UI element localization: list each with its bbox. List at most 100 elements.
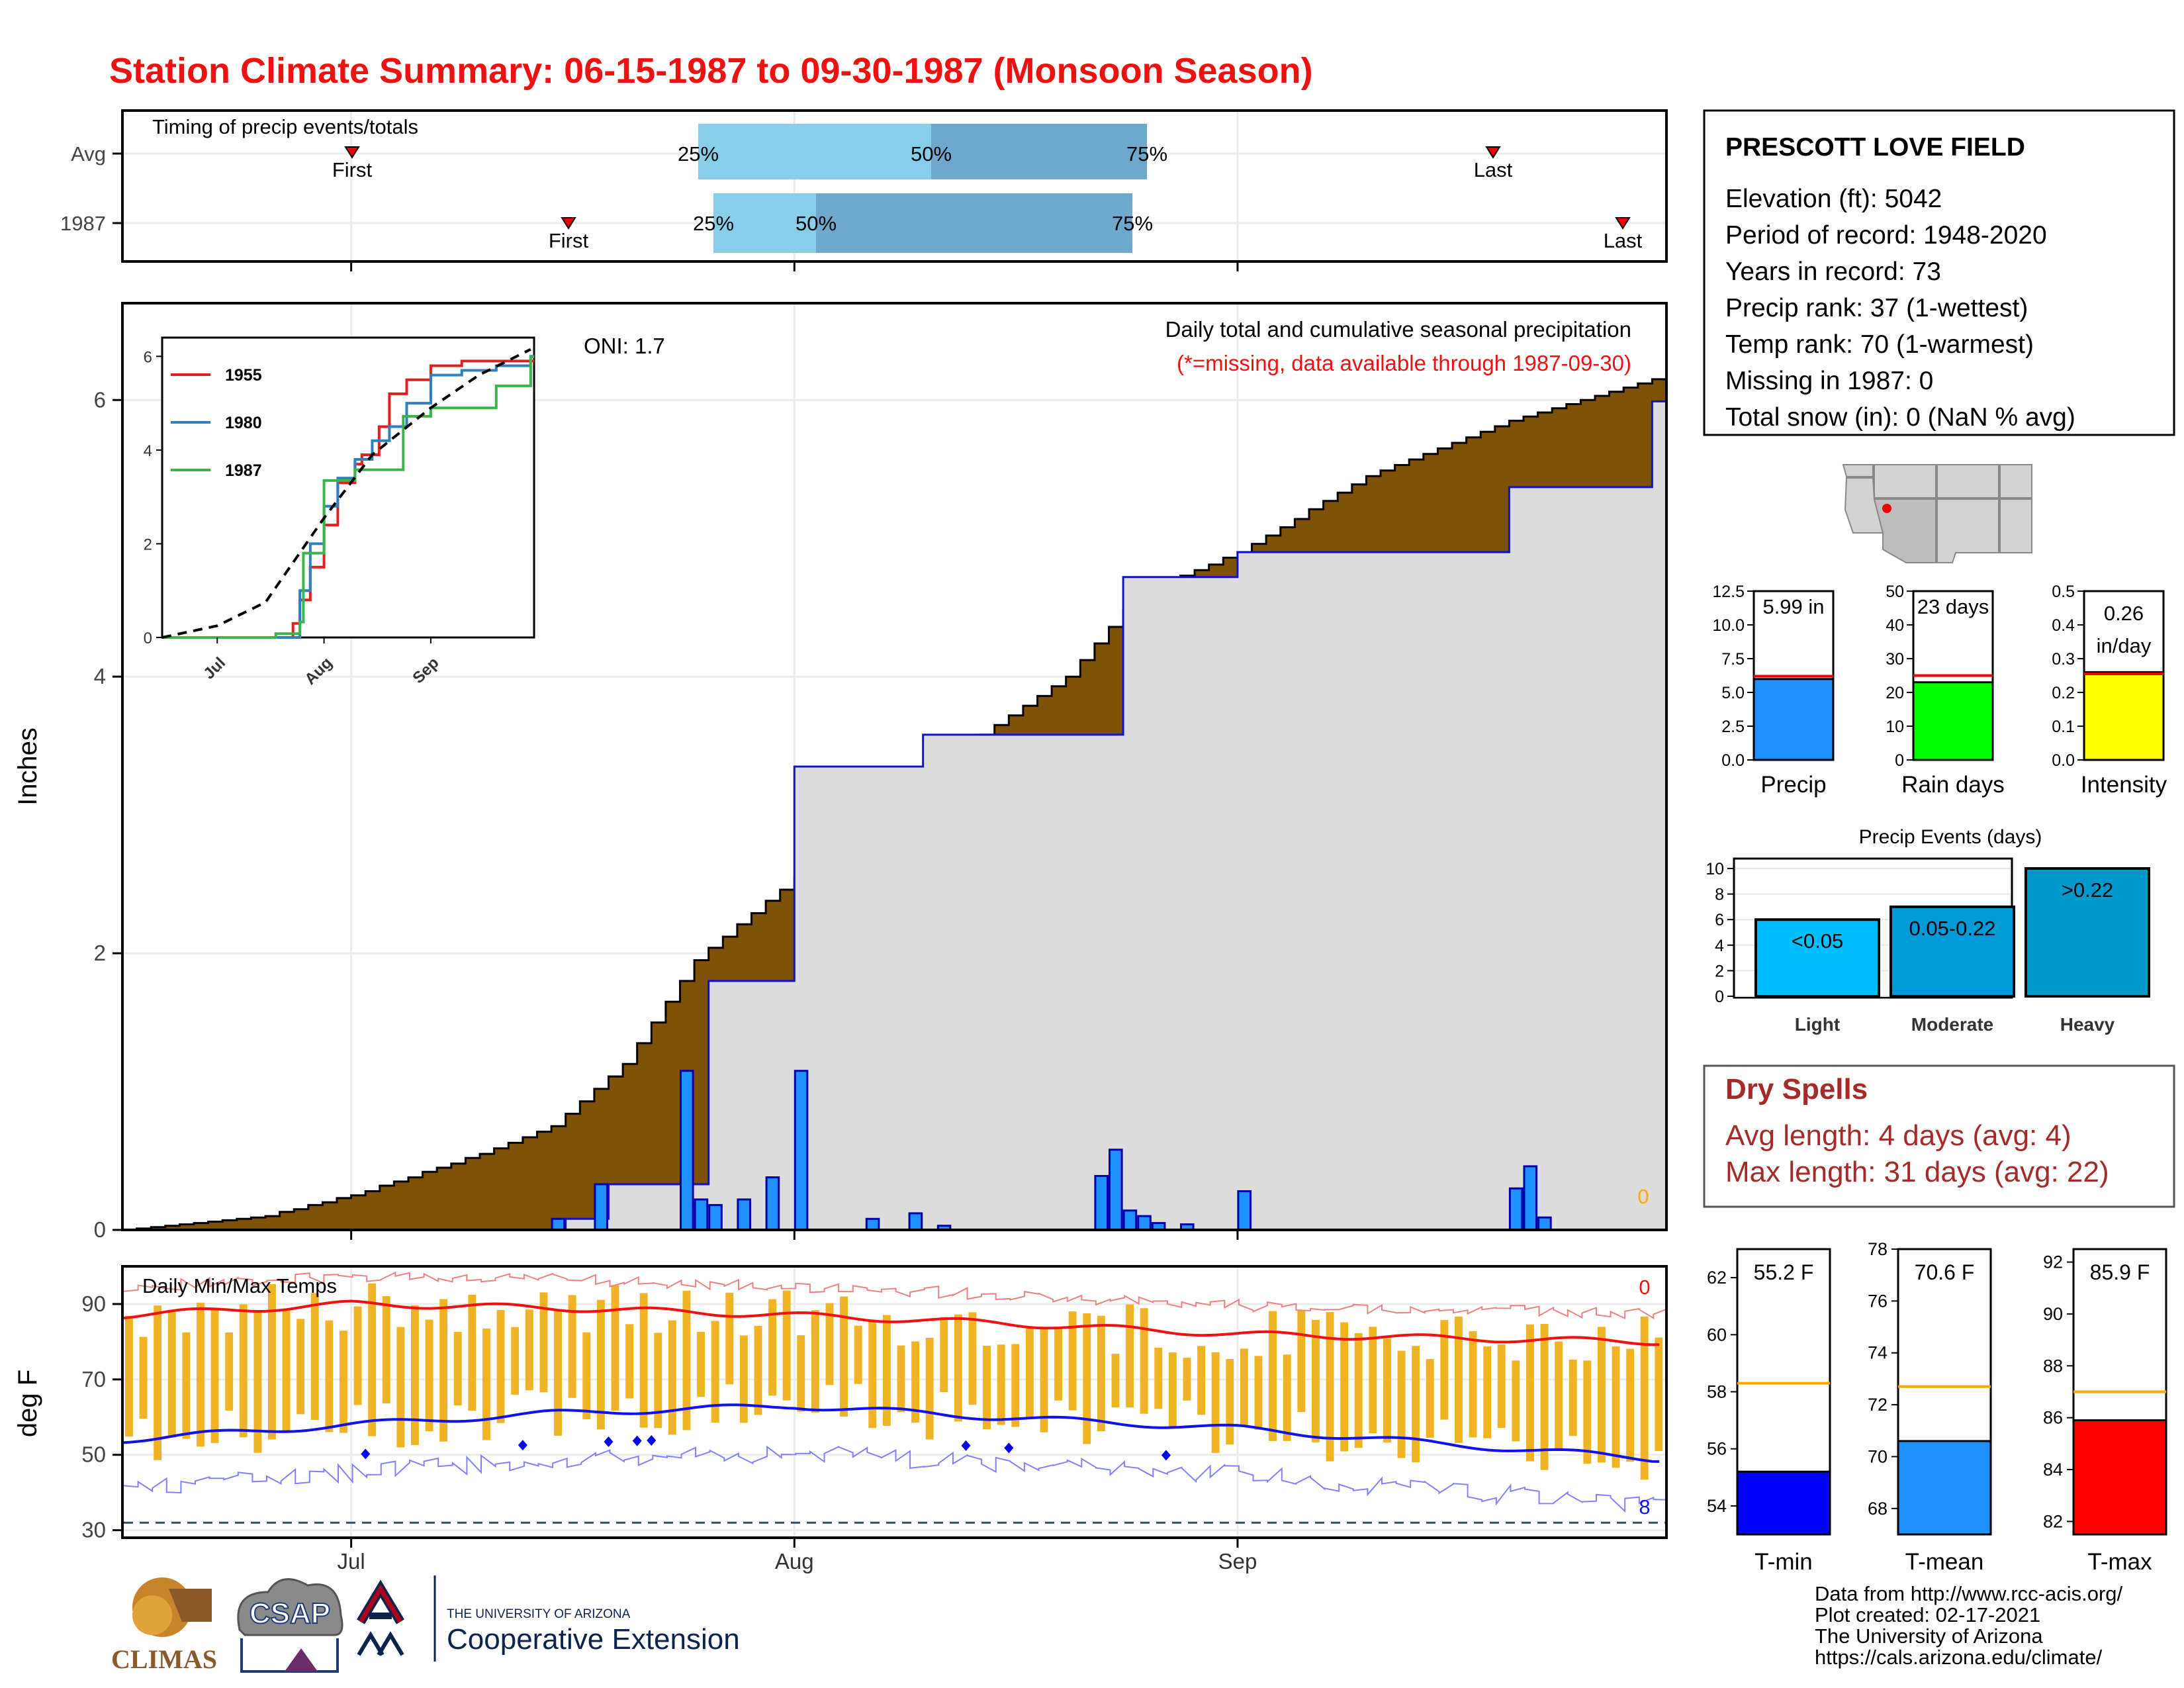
mini-bar-tick-label: 7.5: [1721, 650, 1745, 669]
footer-line: Data from http://www.rcc-acis.org/: [1815, 1582, 2123, 1605]
temp-label: Daily Min/Max Temps: [142, 1274, 337, 1297]
daily-temp-range-bar: [382, 1296, 390, 1404]
mini-bar-value-unit: in/day: [2097, 634, 2152, 657]
inset-average-line: [161, 348, 531, 639]
locator-map: [1841, 462, 2033, 565]
temp-bar-tick-label: 88: [2043, 1356, 2063, 1376]
temp-bar-t-max: [2072, 1419, 2167, 1536]
daily-temp-range-bar: [439, 1299, 448, 1442]
daily-temp-range-bar: [825, 1303, 834, 1385]
daily-temp-range-bar: [368, 1283, 377, 1436]
dry-spells-avg: Avg length: 4 days (avg: 4): [1725, 1119, 2071, 1152]
mini-bar-tick-label: 5.0: [1721, 684, 1745, 702]
daily-temp-range-bar: [1383, 1338, 1391, 1442]
daily-temp-range-bar: [739, 1335, 748, 1423]
mini-bar-intensity: [2083, 671, 2165, 761]
station-line: Total snow (in): 0 (NaN % avg): [1725, 403, 2075, 432]
mini-bar-name: Precip: [1760, 772, 1826, 798]
temp-bar-value: 85.9 F: [2090, 1260, 2150, 1284]
daily-temp-range-bar: [639, 1293, 648, 1428]
daily-temp-range-bar: [1111, 1354, 1120, 1408]
temp-bar-tick-label: 86: [2043, 1408, 2063, 1428]
daily-temp-range-bar: [1483, 1346, 1492, 1438]
daily-temp-range-bar: [539, 1292, 548, 1393]
mini-bar-rain-days: [1912, 681, 1994, 761]
daily-temp-range-bar: [496, 1309, 505, 1423]
temp-bar-name: T-max: [2087, 1549, 2152, 1575]
daily-temp-range-bar: [1569, 1359, 1577, 1436]
daily-temp-range-bar: [340, 1331, 347, 1433]
daily-temp-range-bar: [1183, 1358, 1191, 1401]
row-label-avg: Avg: [71, 142, 106, 165]
avg-iqr-low: [698, 124, 931, 179]
daily-temp-range-bar: [1068, 1311, 1077, 1411]
daily-temp-range-bar: [868, 1320, 877, 1429]
daily-temp-range-bar: [1254, 1356, 1263, 1430]
timing-panel: Timing of precip events/totals Avg 1987 …: [60, 109, 1668, 263]
ua-big-text: Cooperative Extension: [447, 1623, 740, 1656]
ua-small-text: THE UNIVERSITY OF ARIZONA: [447, 1607, 631, 1621]
daily-temp-range-bar: [325, 1320, 334, 1432]
inset-line-1980: [162, 355, 534, 639]
daily-temp-range-bar: [1426, 1359, 1434, 1438]
mini-bar-tick-label: 0.0: [1721, 751, 1745, 770]
temp-bar-tick-label: 76: [1868, 1291, 1888, 1311]
daily-temp-range-bar: [1497, 1344, 1506, 1428]
daily-temp-range-bar: [125, 1315, 133, 1436]
y-tick-label: 50: [81, 1442, 106, 1467]
daily-temp-range-bar: [1655, 1337, 1663, 1452]
figure-title: Station Climate Summary: 06-15-1987 to 0…: [109, 51, 1313, 91]
daily-temp-range-bar: [840, 1296, 848, 1417]
daily-temp-range-bar: [654, 1333, 662, 1429]
daily-temp-range-bar: [782, 1290, 791, 1401]
daily-precip-bar: [1137, 1215, 1152, 1231]
inset-legend-label: 1955: [225, 366, 262, 385]
inset-legend-label: 1980: [225, 414, 262, 432]
events-category-label: Light: [1795, 1014, 1840, 1035]
climas-logo: CLIMAS: [111, 1577, 217, 1674]
y-tick-label: 90: [81, 1291, 106, 1316]
station-line: Years in record: 73: [1725, 258, 1941, 286]
avg-last-label: Last: [1474, 158, 1513, 181]
events-bar-moderate: [1889, 905, 2015, 998]
dry-spells-title: Dry Spells: [1725, 1073, 1868, 1105]
row-label-year: 1987: [60, 212, 106, 235]
record-low-marker: [361, 1448, 371, 1460]
missing-count: 0: [1637, 1185, 1649, 1208]
record-max-line: [123, 1271, 1668, 1320]
daily-precip-bar: [694, 1198, 709, 1231]
year-last-marker: [1615, 217, 1631, 230]
y-tick-label: 4: [94, 664, 106, 688]
daily-temp-range-bar: [1269, 1311, 1277, 1441]
precip-events-chart: Precip Events (days) 0 2 4 6 8 10 <0.05 Light 0.…: [1706, 826, 2150, 1035]
mini-bar-tick-label: 10: [1886, 718, 1904, 736]
month-tick-label: Aug: [775, 1549, 814, 1573]
daily-temp-range-bar: [482, 1328, 490, 1440]
daily-temp-range-bar: [854, 1325, 862, 1384]
daily-precip-bar: [765, 1176, 780, 1231]
daily-temp-range-bar: [582, 1332, 591, 1420]
season-total-bars: 0.0 2.5 5.0 7.5 10.0 12.5 5.99 in Precip 0 10 20 30…: [1712, 583, 2167, 798]
daily-precip-bar: [1094, 1175, 1109, 1231]
events-bar-label: <0.05: [1792, 929, 1843, 953]
year-p50-label: 50%: [796, 212, 837, 235]
daily-temp-range-bar: [954, 1314, 962, 1422]
year-iqr-low: [713, 193, 816, 253]
station-line: Missing in 1987: 0: [1725, 367, 1933, 395]
daily-temp-range-bar: [1340, 1322, 1349, 1452]
daily-temp-range-bar: [554, 1311, 562, 1436]
daily-precip-bar: [1109, 1149, 1123, 1231]
events-y-tick-label: 4: [1715, 937, 1724, 955]
mini-bar-value: 5.99 in: [1762, 595, 1824, 618]
daily-precip-bar: [551, 1217, 566, 1231]
daily-precip-bar: [865, 1217, 880, 1231]
daily-temp-range-bar: [1469, 1331, 1477, 1438]
daily-temp-range-bar: [1555, 1341, 1563, 1450]
daily-temp-range-bar: [1440, 1320, 1449, 1420]
daily-temp-range-bar: [1168, 1352, 1177, 1429]
daily-temp-range-bar: [1283, 1354, 1291, 1441]
station-line: Precip rank: 37 (1-wettest): [1725, 294, 2028, 322]
daily-temp-range-bar: [1226, 1359, 1234, 1445]
daily-temp-range-bar: [1598, 1327, 1606, 1463]
